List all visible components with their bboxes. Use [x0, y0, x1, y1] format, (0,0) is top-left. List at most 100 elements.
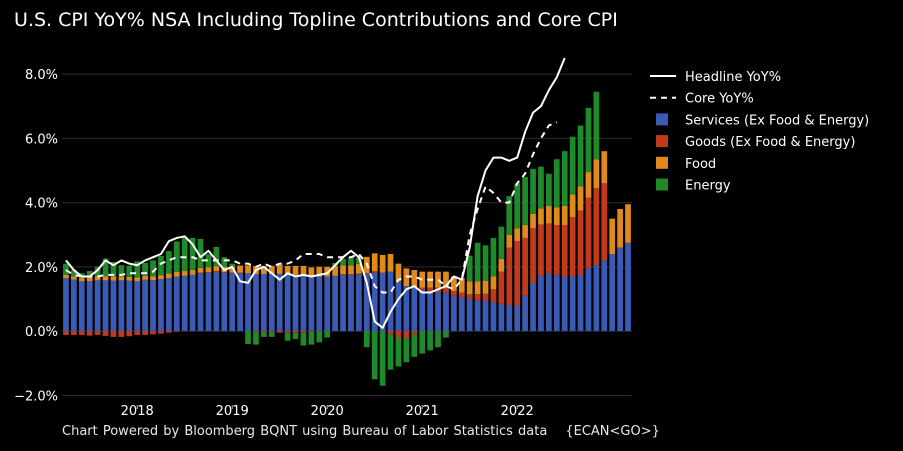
bar-segment — [482, 245, 489, 281]
bar-segment — [553, 225, 560, 275]
bar-segment — [284, 274, 291, 332]
bar-segment — [506, 234, 513, 248]
bar-segment — [498, 303, 505, 332]
bar-segment — [482, 280, 489, 294]
bar-segment — [197, 267, 204, 273]
bar-segment — [553, 159, 560, 208]
bar-segment — [411, 287, 418, 332]
bar-segment — [268, 332, 275, 337]
bar-segment — [458, 297, 465, 332]
legend-swatch — [656, 156, 668, 169]
bar-segment — [363, 272, 370, 274]
legend-swatch — [656, 178, 668, 191]
bar-segment — [166, 251, 172, 274]
bar-segment — [261, 332, 267, 337]
bar-segment — [237, 273, 243, 332]
bar-segment — [78, 278, 85, 282]
bar-segment — [261, 331, 267, 333]
bar-segment — [221, 272, 228, 332]
bar-segment — [324, 276, 331, 332]
bar-segment — [276, 264, 283, 274]
line-layer — [65, 57, 566, 329]
bar-segment — [158, 279, 164, 332]
bar-segment — [356, 257, 362, 264]
bar-segment — [601, 260, 608, 332]
bar-segment — [371, 272, 378, 332]
bar-segment — [387, 253, 394, 272]
bar-segment — [284, 331, 291, 333]
bar-segment — [86, 271, 93, 278]
bar-segment — [300, 331, 307, 333]
bar-segment — [94, 331, 101, 335]
bar-segment — [356, 274, 362, 332]
bar-segment — [150, 331, 156, 335]
bar-segment — [292, 274, 299, 332]
grid-layer — [62, 73, 632, 396]
bar-segment — [221, 257, 228, 267]
bar-segment — [181, 237, 188, 272]
bar-segment — [348, 265, 354, 275]
bar-segment — [316, 276, 323, 332]
bar-segment — [229, 263, 236, 267]
bar-segment — [625, 242, 631, 332]
bar-segment — [142, 331, 148, 335]
bar-segment — [316, 266, 323, 277]
bar-segment — [474, 242, 481, 282]
bar-segment — [205, 271, 212, 273]
bar-segment — [110, 262, 117, 277]
bar-segment — [340, 265, 346, 275]
bar-segment — [490, 302, 497, 332]
bar-segment — [126, 280, 133, 332]
bar-segment — [506, 247, 513, 306]
bar-segment — [102, 276, 109, 281]
legend-label: Headline YoY% — [685, 70, 781, 85]
bar-segment — [530, 282, 536, 332]
bar-segment — [490, 237, 497, 277]
bar-segment — [332, 275, 338, 332]
bar-segment — [371, 331, 378, 380]
core-cpi-line — [65, 121, 558, 294]
bar-segment — [173, 241, 180, 272]
bar-segment — [609, 253, 616, 332]
bar-segment — [63, 278, 69, 332]
bar-segment — [237, 272, 243, 274]
bar-segment — [118, 280, 125, 332]
bar-segment — [71, 279, 77, 332]
bar-segment — [166, 278, 172, 332]
bar-segment — [546, 273, 552, 332]
bar-segment — [110, 331, 117, 337]
bar-segment — [569, 217, 576, 277]
bar-segment — [142, 279, 148, 332]
bar-segment — [245, 265, 251, 274]
bar-segment — [593, 159, 600, 189]
bar-segment — [474, 281, 481, 295]
bar-segment — [458, 278, 465, 293]
bar-segment — [205, 272, 212, 332]
bar-segment — [403, 331, 410, 339]
bar-segment — [292, 265, 299, 275]
bar-segment — [371, 271, 378, 273]
bar-segment — [506, 196, 513, 235]
x-tick-label: 2018 — [121, 404, 154, 419]
bar-segment — [482, 300, 489, 332]
bar-segment — [348, 274, 354, 275]
bar-segment — [601, 151, 608, 184]
bar-segment — [308, 276, 315, 332]
bar-segment — [577, 274, 584, 332]
bar-segment — [268, 265, 275, 274]
x-axis: 2018 2019 2020 2021 2022 — [121, 404, 534, 419]
bar-segment — [593, 265, 600, 332]
x-tick-label: 2020 — [311, 404, 344, 419]
bar-segment — [158, 331, 164, 334]
bar-segment — [466, 255, 473, 282]
y-tick-label: 6.0% — [25, 132, 58, 147]
bar-segment — [538, 275, 544, 332]
bar-segment — [126, 331, 133, 337]
bar-segment — [498, 226, 505, 259]
bar-segment — [403, 286, 410, 332]
bar-segment — [261, 274, 267, 332]
bar-segment — [173, 276, 180, 332]
x-tick-label: 2019 — [216, 404, 249, 419]
bar-segment — [593, 91, 600, 160]
